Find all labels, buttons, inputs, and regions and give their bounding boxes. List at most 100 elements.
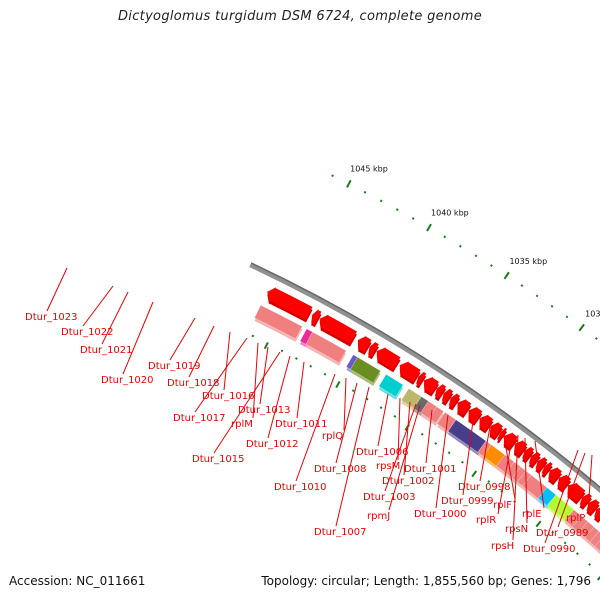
minor-tick xyxy=(565,315,569,319)
inner-tick xyxy=(351,389,355,393)
inner-tick xyxy=(365,397,369,401)
major-tick xyxy=(578,323,585,332)
forward-gene-track xyxy=(267,287,600,523)
gene-arrow xyxy=(489,422,503,438)
minor-tick xyxy=(550,304,554,308)
gene-label: Dtur_1015 xyxy=(192,454,245,465)
label-leader-line xyxy=(534,440,545,509)
gene-label: Dtur_1008 xyxy=(314,464,367,475)
map-title: Dictyoglomus turgidum DSM 6724, complete… xyxy=(118,9,482,24)
gene-label: rplF xyxy=(493,500,512,511)
label-leader-line xyxy=(194,337,248,413)
label-leader-line xyxy=(296,361,305,419)
label-leader-line xyxy=(259,346,269,405)
minor-tick xyxy=(411,217,415,220)
gene-arrow xyxy=(586,498,600,514)
label-leader-line xyxy=(343,377,347,431)
label-leader-line xyxy=(425,409,433,464)
label-leader-line xyxy=(122,301,154,375)
gene-arrow xyxy=(541,461,553,475)
major-tick xyxy=(346,179,352,188)
label-leader-line xyxy=(335,386,370,527)
inner-tick xyxy=(379,406,383,410)
genome-summary-text: Topology: circular; Length: 1,855,560 bp… xyxy=(261,574,591,588)
gene-label: rplQ xyxy=(322,431,343,442)
label-leader-line xyxy=(295,373,336,482)
gene-label: Dtur_1002 xyxy=(382,476,435,487)
gene-label: Dtur_1019 xyxy=(148,361,201,372)
colored-gene-track xyxy=(254,304,600,554)
inner-tick xyxy=(335,381,341,389)
inner-tick xyxy=(309,364,313,368)
accession-text: Accession: NC_011661 xyxy=(9,574,146,588)
inner-tick xyxy=(280,349,284,353)
gene-label: Dtur_1020 xyxy=(101,375,154,386)
gene-label: Dtur_1021 xyxy=(80,345,133,356)
inner-tick xyxy=(471,470,478,478)
gene-block xyxy=(428,406,444,424)
label-leader-line xyxy=(512,434,519,541)
gene-label: rplR xyxy=(476,515,496,526)
gene-label: Dtur_0990 xyxy=(523,544,576,555)
backbone-arc xyxy=(249,262,600,494)
label-leader-line xyxy=(502,430,516,500)
gene-block xyxy=(594,540,600,552)
tick-label-1045: 1045 kbp xyxy=(350,165,388,174)
gene-arrow xyxy=(319,314,357,344)
inner-tick xyxy=(420,432,424,436)
gene-labels: Dtur_1023 Dtur_1022 Dtur_1021 Dtur_1020 Dtur… xyxy=(25,267,593,555)
tick-label-1040: 1040 kbp xyxy=(431,209,469,218)
gene-arrow xyxy=(448,393,461,408)
gene-arrow xyxy=(503,432,518,449)
inner-tick xyxy=(393,415,397,418)
inner-tick xyxy=(563,541,567,545)
gene-arrow xyxy=(468,406,483,423)
minor-tick xyxy=(395,208,399,211)
label-leader-line xyxy=(213,351,281,454)
gene-label: Dtur_1012 xyxy=(246,439,299,450)
label-leader-line xyxy=(397,397,401,461)
gene-block xyxy=(305,331,347,364)
major-tick xyxy=(503,271,510,280)
inner-tick xyxy=(535,520,542,528)
gene-label: Dtur_1023 xyxy=(25,312,78,323)
gene-label: Dtur_1003 xyxy=(363,492,416,503)
inner-tick xyxy=(576,552,579,556)
label-leader-line xyxy=(335,382,358,464)
gene-block xyxy=(378,374,404,398)
scale-ticks xyxy=(331,174,598,340)
label-leader-line xyxy=(223,331,231,391)
gene-arrow-shadow xyxy=(496,430,508,444)
gene-label: Dtur_1006 xyxy=(356,447,409,458)
gene-arrow xyxy=(376,347,401,370)
gene-label: Dtur_0998 xyxy=(458,482,511,493)
major-tick xyxy=(426,223,432,232)
inner-tick xyxy=(596,575,600,581)
label-leader-line xyxy=(435,414,449,509)
gene-label: Dtur_1013 xyxy=(238,405,291,416)
minor-tick xyxy=(363,190,367,194)
label-leader-line xyxy=(377,393,389,447)
inner-tick xyxy=(323,372,327,376)
gene-arrow xyxy=(415,371,427,386)
minor-tick xyxy=(459,244,462,248)
gene-label: Dtur_1001 xyxy=(404,464,457,475)
gene-label: rpsM xyxy=(376,461,400,472)
minor-tick xyxy=(520,284,524,288)
gene-arrow xyxy=(528,451,541,466)
inner-tick xyxy=(263,341,269,350)
gene-label: Dtur_1018 xyxy=(167,378,220,389)
inner-tick xyxy=(447,451,451,455)
gene-label: Dtur_0999 xyxy=(441,496,494,507)
gene-label: rplP xyxy=(566,513,585,524)
minor-tick xyxy=(443,235,447,239)
minor-tick xyxy=(535,294,539,298)
gene-label: rpsN xyxy=(505,524,528,535)
gene-label: Dtur_1017 xyxy=(173,413,226,424)
label-leader-line xyxy=(252,342,259,419)
gene-label: Dtur_0989 xyxy=(536,528,589,539)
label-leader-line xyxy=(267,355,291,439)
gene-label: Dtur_1022 xyxy=(61,327,114,338)
